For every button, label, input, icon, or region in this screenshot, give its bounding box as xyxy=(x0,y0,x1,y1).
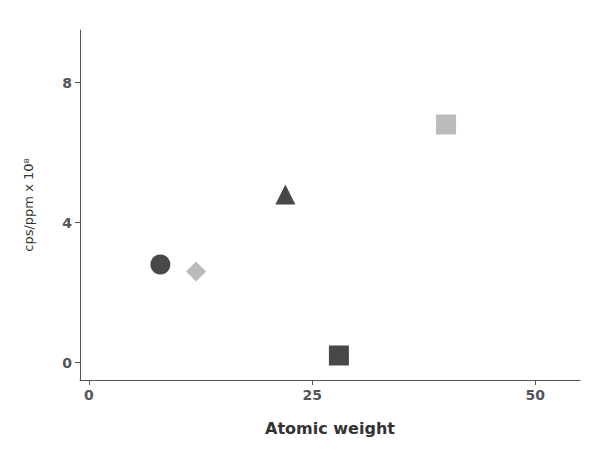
svg-text:Atomic weight: Atomic weight xyxy=(265,419,395,438)
svg-text:0: 0 xyxy=(84,387,94,403)
svg-text:0: 0 xyxy=(62,355,72,371)
svg-text:cps/ppm x 10⁸: cps/ppm x 10⁸ xyxy=(21,158,36,251)
svg-text:25: 25 xyxy=(302,387,321,403)
svg-text:50: 50 xyxy=(526,387,546,403)
svg-text:4: 4 xyxy=(62,215,72,231)
svg-text:8: 8 xyxy=(62,75,72,91)
